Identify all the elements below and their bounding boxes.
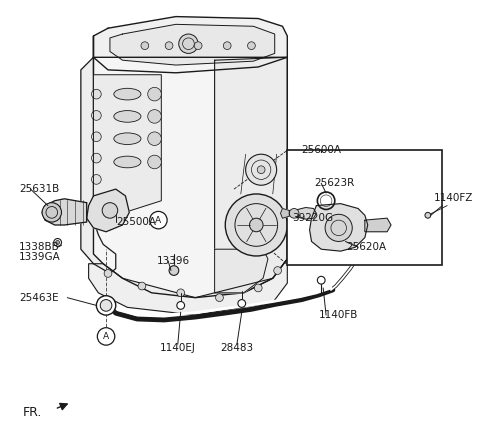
Text: 1140FB: 1140FB bbox=[319, 310, 359, 320]
Polygon shape bbox=[290, 207, 316, 219]
Circle shape bbox=[100, 300, 112, 311]
Ellipse shape bbox=[114, 88, 141, 100]
Circle shape bbox=[216, 294, 223, 302]
Circle shape bbox=[102, 202, 118, 218]
Polygon shape bbox=[89, 259, 288, 315]
Polygon shape bbox=[215, 57, 288, 293]
Circle shape bbox=[177, 289, 185, 297]
Circle shape bbox=[425, 212, 431, 218]
Text: 25623R: 25623R bbox=[314, 178, 355, 188]
Polygon shape bbox=[87, 189, 129, 232]
Text: 25600A: 25600A bbox=[301, 145, 341, 155]
Circle shape bbox=[317, 276, 325, 284]
Circle shape bbox=[56, 241, 60, 244]
Text: 25631B: 25631B bbox=[19, 184, 59, 194]
Circle shape bbox=[96, 296, 116, 315]
Circle shape bbox=[177, 302, 185, 309]
Circle shape bbox=[92, 175, 101, 184]
Circle shape bbox=[148, 155, 161, 169]
Text: 1338BB: 1338BB bbox=[19, 242, 60, 252]
Circle shape bbox=[179, 34, 198, 53]
Text: 13396: 13396 bbox=[156, 256, 190, 266]
Circle shape bbox=[254, 284, 262, 292]
Circle shape bbox=[148, 110, 161, 123]
Text: 1140EJ: 1140EJ bbox=[160, 343, 196, 353]
Bar bbox=[288, 151, 443, 265]
Text: A: A bbox=[103, 332, 109, 341]
Polygon shape bbox=[94, 75, 161, 215]
Circle shape bbox=[92, 111, 101, 121]
Polygon shape bbox=[94, 57, 288, 297]
Circle shape bbox=[194, 42, 202, 50]
Polygon shape bbox=[365, 218, 391, 232]
Circle shape bbox=[257, 166, 265, 174]
Text: 1339GA: 1339GA bbox=[19, 252, 60, 262]
Ellipse shape bbox=[114, 156, 141, 168]
Circle shape bbox=[138, 282, 146, 290]
Polygon shape bbox=[81, 36, 116, 273]
Circle shape bbox=[92, 153, 101, 163]
Polygon shape bbox=[280, 208, 289, 218]
Text: 25620A: 25620A bbox=[347, 242, 386, 252]
Polygon shape bbox=[310, 204, 368, 251]
Text: 39220G: 39220G bbox=[292, 213, 333, 223]
Circle shape bbox=[238, 300, 246, 307]
Circle shape bbox=[92, 89, 101, 99]
Circle shape bbox=[97, 327, 115, 345]
Text: 25463E: 25463E bbox=[19, 293, 59, 303]
Circle shape bbox=[250, 218, 263, 232]
Circle shape bbox=[223, 42, 231, 50]
Polygon shape bbox=[110, 24, 275, 65]
Circle shape bbox=[42, 202, 61, 222]
Ellipse shape bbox=[114, 133, 141, 145]
Polygon shape bbox=[42, 199, 87, 225]
Circle shape bbox=[246, 154, 276, 185]
Circle shape bbox=[225, 194, 288, 256]
Ellipse shape bbox=[114, 111, 141, 122]
Circle shape bbox=[92, 132, 101, 142]
Circle shape bbox=[248, 42, 255, 50]
Circle shape bbox=[104, 270, 112, 277]
Text: A: A bbox=[156, 215, 161, 224]
Circle shape bbox=[54, 238, 61, 246]
Text: 25500A: 25500A bbox=[116, 217, 156, 227]
Circle shape bbox=[169, 266, 179, 276]
Text: FR.: FR. bbox=[23, 405, 42, 418]
Text: 1140FZ: 1140FZ bbox=[433, 193, 473, 203]
Polygon shape bbox=[94, 17, 288, 73]
Circle shape bbox=[289, 208, 299, 218]
Text: 28483: 28483 bbox=[220, 343, 253, 353]
Circle shape bbox=[150, 211, 167, 229]
Polygon shape bbox=[215, 249, 268, 293]
Circle shape bbox=[141, 42, 149, 50]
Circle shape bbox=[148, 132, 161, 146]
Circle shape bbox=[165, 42, 173, 50]
Circle shape bbox=[148, 87, 161, 101]
Circle shape bbox=[325, 214, 352, 241]
Circle shape bbox=[274, 267, 281, 274]
